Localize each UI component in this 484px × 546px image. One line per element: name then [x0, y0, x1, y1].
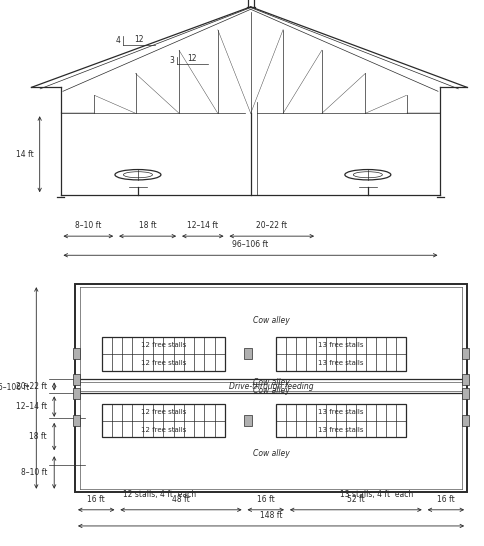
Text: 20–22 ft: 20–22 ft	[256, 221, 287, 230]
Bar	[462, 374, 469, 385]
Text: 18 ft: 18 ft	[139, 221, 156, 230]
Bar	[73, 415, 80, 426]
Bar	[244, 348, 252, 359]
Bar	[276, 337, 406, 371]
Text: 18 ft: 18 ft	[30, 432, 47, 441]
Bar	[73, 348, 80, 359]
Text: 12: 12	[134, 35, 144, 44]
Bar	[462, 415, 469, 426]
Text: 13 stalls, 4 ft  each: 13 stalls, 4 ft each	[340, 490, 414, 498]
Text: 13 free stalls: 13 free stalls	[318, 342, 363, 348]
Text: Drive-through feeding: Drive-through feeding	[229, 382, 313, 391]
Bar	[462, 388, 469, 399]
Bar	[102, 404, 225, 437]
Text: 20–22 ft: 20–22 ft	[16, 382, 47, 391]
Ellipse shape	[123, 172, 152, 178]
Text: 8–10 ft: 8–10 ft	[21, 468, 47, 477]
Text: Cow alley: Cow alley	[253, 449, 289, 458]
Text: 14 ft: 14 ft	[16, 150, 34, 159]
Text: 8–10 ft: 8–10 ft	[75, 221, 102, 230]
Text: 12 free stalls: 12 free stalls	[141, 342, 186, 348]
Text: 12 free stalls: 12 free stalls	[141, 360, 186, 366]
Text: 4: 4	[116, 36, 121, 45]
Text: 52 ft: 52 ft	[347, 495, 364, 505]
Text: Cow alley: Cow alley	[253, 386, 289, 395]
Bar	[462, 348, 469, 359]
Text: 12 stalls, 4 ft  each: 12 stalls, 4 ft each	[123, 490, 197, 498]
Text: 96–106 ft: 96–106 ft	[0, 383, 29, 393]
Text: 148 ft: 148 ft	[260, 512, 282, 520]
Bar	[73, 388, 80, 399]
Text: 3: 3	[169, 56, 174, 65]
Text: 12: 12	[187, 54, 197, 63]
Text: 16 ft: 16 ft	[257, 495, 274, 505]
Bar	[73, 374, 80, 385]
Text: 13 free stalls: 13 free stalls	[318, 427, 363, 433]
Text: Cow alley: Cow alley	[253, 378, 289, 387]
Text: 12 free stalls: 12 free stalls	[141, 408, 186, 414]
Ellipse shape	[115, 169, 161, 180]
Text: 16 ft: 16 ft	[87, 495, 105, 505]
Text: 12–14 ft: 12–14 ft	[16, 402, 47, 411]
Bar	[75, 284, 467, 492]
Text: 16 ft: 16 ft	[437, 495, 455, 505]
Text: 48 ft: 48 ft	[172, 495, 190, 505]
Text: Cow alley: Cow alley	[253, 316, 289, 325]
Ellipse shape	[345, 169, 391, 180]
Text: 96–106 ft: 96–106 ft	[232, 240, 269, 249]
Text: 13 free stalls: 13 free stalls	[318, 360, 363, 366]
Ellipse shape	[353, 172, 382, 178]
Bar	[102, 337, 225, 371]
Bar	[276, 404, 406, 437]
Text: 12 free stalls: 12 free stalls	[141, 427, 186, 433]
Text: 12–14 ft: 12–14 ft	[187, 221, 218, 230]
Text: 13 free stalls: 13 free stalls	[318, 408, 363, 414]
Bar	[244, 415, 252, 426]
